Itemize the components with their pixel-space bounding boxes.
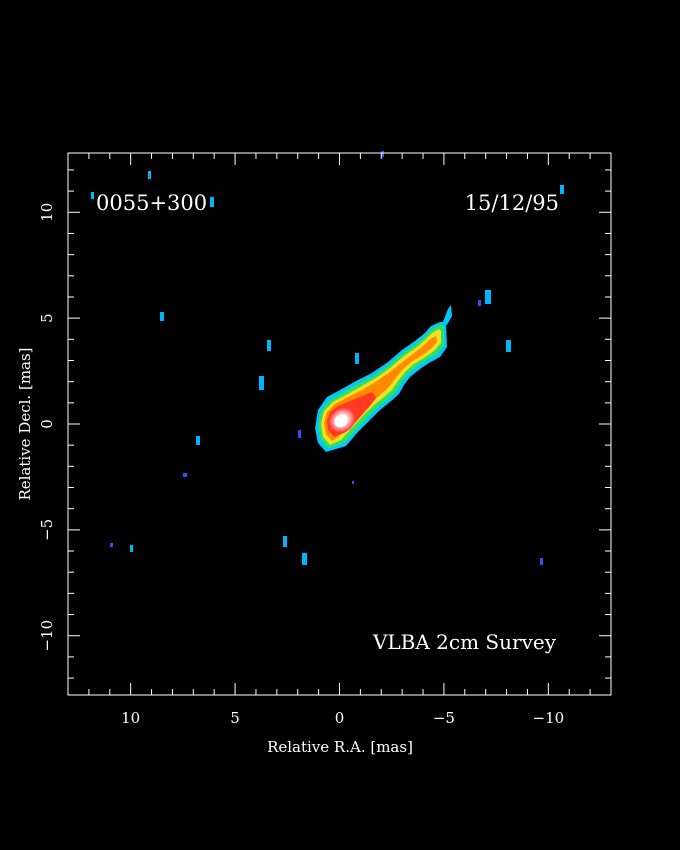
y-tick-label: −10 — [38, 620, 56, 652]
x-tick-label: −10 — [533, 709, 565, 727]
noise-speck — [283, 536, 287, 547]
x-tick-label: 5 — [230, 709, 240, 727]
y-axis-label: Relative Decl. [mas] — [16, 347, 34, 500]
axis-ticks — [68, 153, 611, 695]
jet-knot-cyan — [443, 305, 452, 325]
noise-speck — [267, 340, 271, 351]
noise-speck — [560, 185, 564, 194]
noise-speck — [540, 558, 543, 565]
noise-speck — [148, 171, 151, 179]
x-tick-label: 0 — [335, 709, 345, 727]
y-tick-label: 5 — [38, 313, 56, 323]
x-axis-label: Relative R.A. [mas] — [267, 738, 413, 756]
noise-speck — [259, 376, 264, 390]
y-tick-label: −5 — [38, 519, 56, 541]
axis-tick-labels: 10 5 0 −5 −10 10 5 0 −5 −10 — [38, 203, 564, 727]
jet-emission-image — [315, 305, 452, 452]
noise-speck — [355, 353, 359, 364]
observation-date: 15/12/95 — [465, 191, 559, 215]
x-tick-label: −5 — [433, 709, 455, 727]
noise-speck — [381, 151, 384, 157]
noise-speck — [183, 473, 187, 477]
noise-speck — [485, 290, 491, 304]
noise-speck — [196, 436, 200, 445]
noise-speck — [302, 553, 307, 565]
noise-speck — [210, 197, 214, 207]
noise-speck — [352, 481, 354, 484]
x-tick-label: 10 — [121, 709, 140, 727]
noise-speck — [478, 300, 481, 306]
core-peak-inner — [334, 414, 348, 428]
noise-speck — [506, 340, 511, 352]
y-tick-label: 0 — [38, 419, 56, 429]
noise-speck — [130, 545, 133, 552]
noise-speck — [160, 312, 164, 321]
source-name: 0055+300 — [96, 191, 207, 215]
noise-speck — [298, 430, 301, 438]
noise-speck — [110, 543, 113, 547]
noise-speck — [91, 192, 94, 199]
survey-label: VLBA 2cm Survey — [372, 630, 557, 654]
noise-specks — [91, 151, 564, 565]
y-tick-label: 10 — [38, 203, 56, 222]
